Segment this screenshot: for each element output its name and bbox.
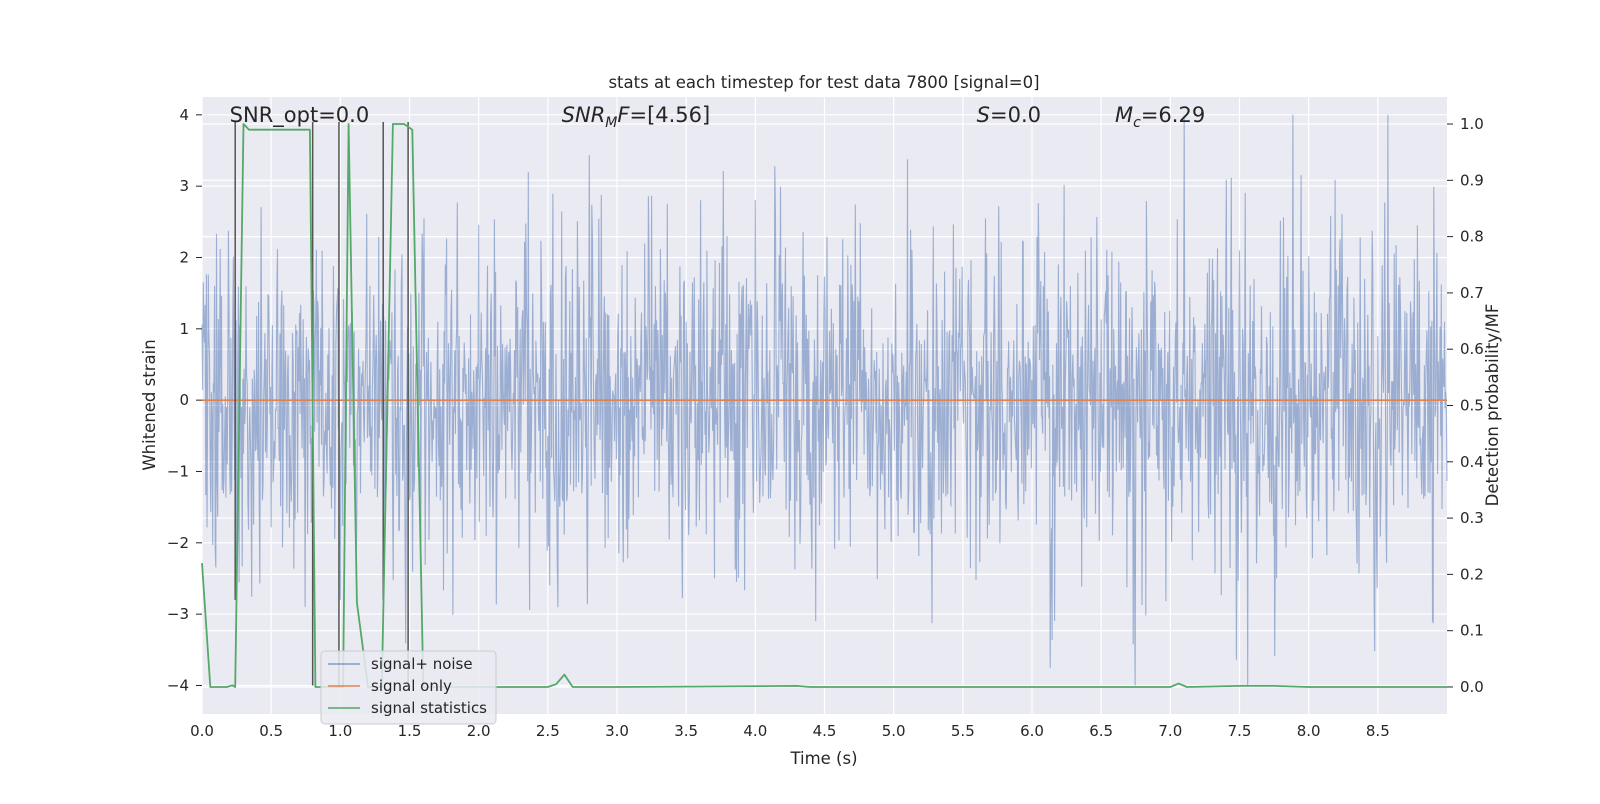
y2-tick-label: 0.6	[1460, 340, 1484, 358]
signal-noise-series	[201, 114, 1448, 686]
x-tick-label: 5.0	[882, 722, 906, 740]
annotation-text: SNRMF=[4.56]	[562, 103, 711, 131]
annotations: SNR_opt=0.0 SNRMF=[4.56] S=0.0 Mc=6.29	[230, 103, 1206, 131]
x-tick-label: 3.5	[674, 722, 698, 740]
y2-tick-label: 0.7	[1460, 284, 1484, 302]
x-tick-label: 1.0	[328, 722, 352, 740]
x-tick-label: 7.5	[1228, 722, 1252, 740]
y2-tick-label: 1.0	[1460, 115, 1484, 133]
y2-tick-label: 0.5	[1460, 397, 1484, 415]
y-tick-label: 3	[179, 177, 189, 195]
y2-tick-label: 0.9	[1460, 171, 1484, 189]
y2-tick-label: 0.8	[1460, 228, 1484, 246]
x-axis-label: Time (s)	[789, 749, 857, 768]
x-tick-label: 8.5	[1366, 722, 1390, 740]
signal-statistics-line	[201, 123, 1447, 688]
x-tick-label: 5.5	[951, 722, 975, 740]
signal-statistics-series	[201, 123, 1447, 688]
x-tick-label: 6.0	[1020, 722, 1044, 740]
y2-tick-label: 0.1	[1460, 622, 1484, 640]
x-tick-label: 4.5	[813, 722, 837, 740]
legend-label-signal-statistics: signal statistics	[371, 699, 487, 717]
y2-axis-label: Detection probability/MF	[1483, 304, 1502, 507]
x-tick-label: 1.5	[398, 722, 422, 740]
annotation-text: Mc=6.29	[1115, 103, 1205, 131]
y-tick-label: −4	[167, 676, 189, 694]
y-tick-label: −2	[167, 534, 189, 552]
x-tick-label: 7.0	[1158, 722, 1182, 740]
legend-label-signal-noise: signal+ noise	[371, 655, 473, 673]
y-tick-label: 2	[179, 248, 189, 266]
x-tick-label: 0.5	[259, 722, 283, 740]
y-axis-ticks: −4 −3 −2 −1 0 1 2 3 4	[167, 106, 202, 694]
x-tick-label: 4.0	[743, 722, 767, 740]
x-tick-label: 3.0	[605, 722, 629, 740]
y2-tick-label: 0.0	[1460, 678, 1484, 696]
chart-title: stats at each timestep for test data 780…	[608, 73, 1039, 92]
y2-axis-ticks: 0.0 0.1 0.2 0.3 0.4 0.5 0.6 0.7 0.8 0.9 1.0	[1447, 115, 1484, 696]
y2-tick-label: 0.4	[1460, 453, 1484, 471]
y-tick-label: 0	[179, 391, 189, 409]
signal-noise-line	[201, 114, 1448, 686]
x-tick-label: 2.0	[467, 722, 491, 740]
y-tick-label: 4	[179, 106, 189, 124]
x-axis-ticks: 0.0 0.5 1.0 1.5 2.0 2.5 3.0 3.5 4.0 4.5 5.0 5.5 6.0 6…	[190, 722, 1390, 740]
x-tick-label: 0.0	[190, 722, 214, 740]
y-tick-label: −1	[167, 462, 189, 480]
annotation-text: SNR_opt=0.0	[230, 103, 370, 128]
x-tick-label: 2.5	[536, 722, 560, 740]
y-axis-label: Whitened strain	[140, 339, 159, 470]
y-tick-label: −3	[167, 605, 189, 623]
y2-tick-label: 0.2	[1460, 565, 1484, 583]
legend-label-signal-only: signal only	[371, 677, 452, 695]
x-tick-label: 6.5	[1089, 722, 1113, 740]
legend: signal+ noise signal only signal statist…	[320, 650, 497, 725]
legend-box	[320, 650, 497, 725]
annotation-text: S=0.0	[977, 103, 1041, 127]
y2-tick-label: 0.3	[1460, 509, 1484, 527]
x-tick-label: 8.0	[1297, 722, 1321, 740]
y-tick-label: 1	[179, 320, 189, 338]
